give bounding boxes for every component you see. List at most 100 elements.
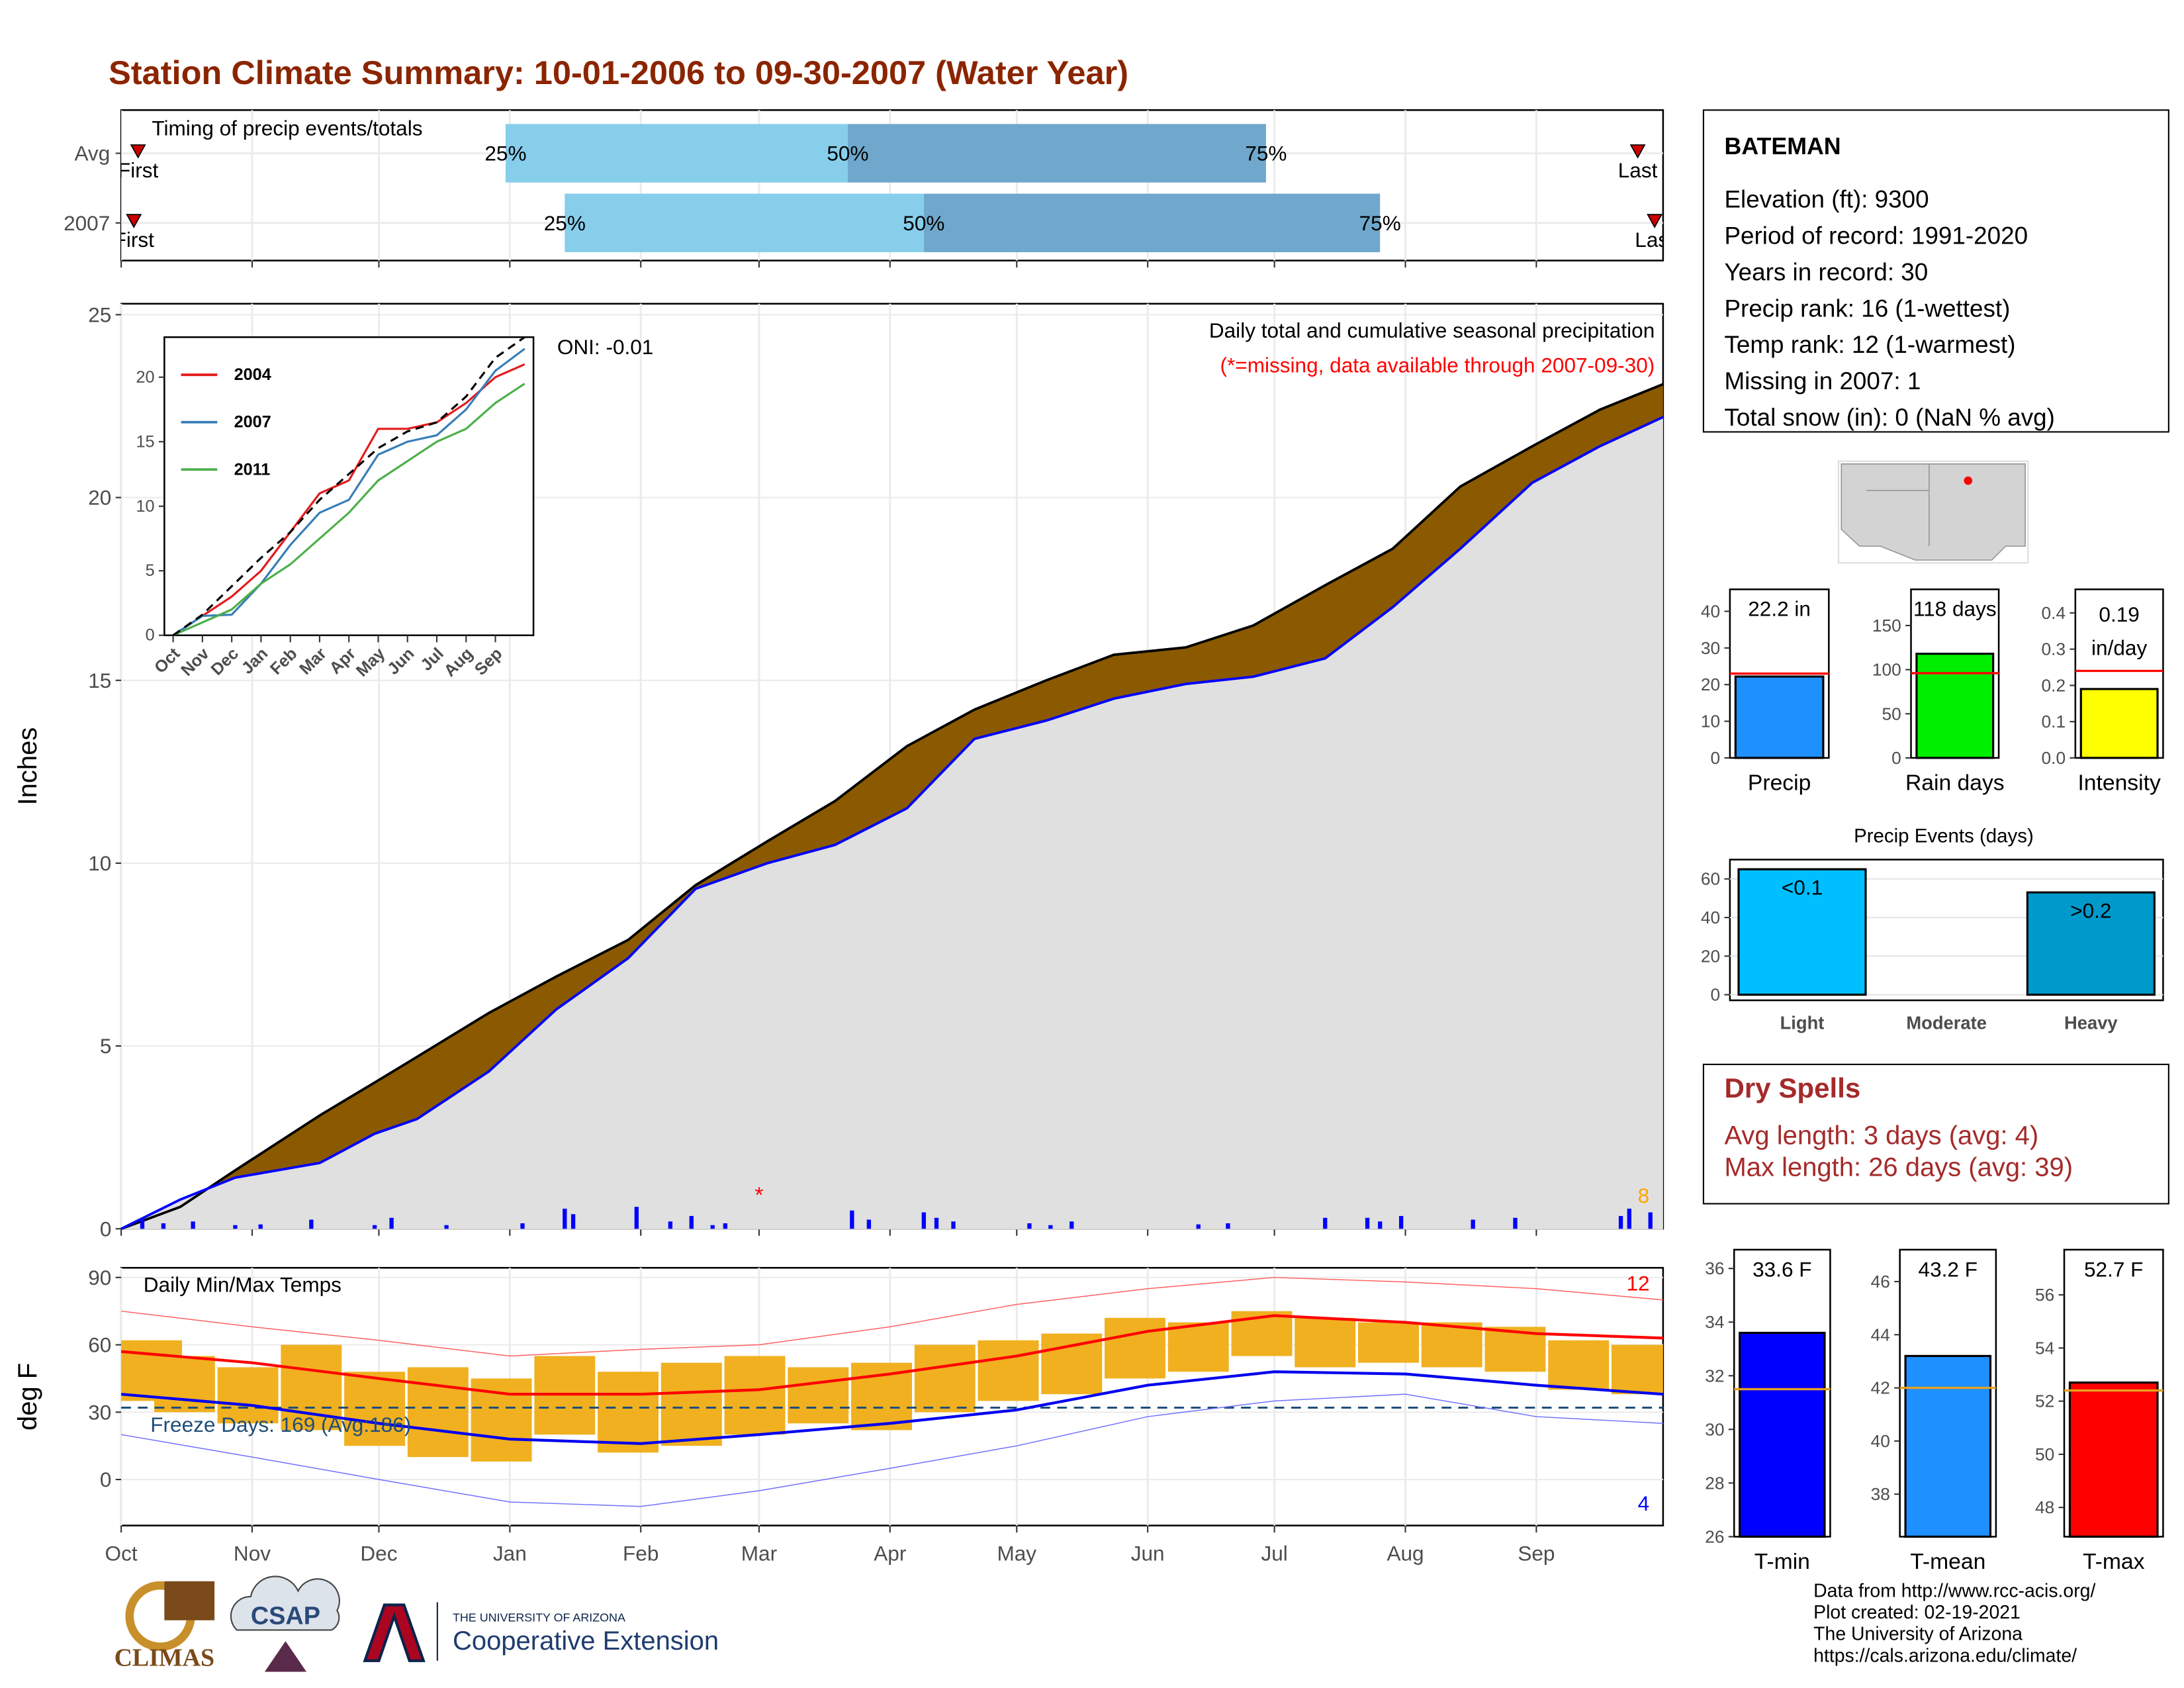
climas-logo-text: CLIMAS [114, 1644, 215, 1672]
bar [1915, 653, 1995, 759]
map-states [1841, 463, 2026, 561]
y-tick-label: 38 [1871, 1484, 1890, 1504]
daily-precip-bar [520, 1223, 525, 1229]
y-tick-label: 0 [1891, 748, 1901, 768]
y-tick-label: 52 [2035, 1391, 2054, 1411]
quantile-label: 75% [1359, 211, 1401, 235]
temp-range-bar [1421, 1322, 1482, 1368]
daily-precip-bar [1365, 1217, 1370, 1229]
x-tick-label: Sep [1518, 1542, 1555, 1566]
temp-line [120, 1314, 1663, 1396]
daily-precip-bar [1323, 1217, 1328, 1229]
y-tick-label: 0.1 [2042, 712, 2066, 731]
x-tick-label: Apr [874, 1542, 906, 1566]
temp-line [120, 1393, 1663, 1507]
daily-precip-bar [668, 1221, 673, 1229]
temp-range-bar [1548, 1340, 1610, 1390]
bar [1737, 868, 1867, 996]
daily-precip-bar [389, 1217, 394, 1229]
event-label: First [118, 158, 159, 182]
temp-range-bar [660, 1362, 722, 1446]
daily-precip-bar [1027, 1223, 1032, 1229]
csap-logo-text: CSAP [251, 1602, 320, 1630]
event-marker [1647, 214, 1663, 228]
value-label: 118 days [1913, 597, 1997, 621]
y-tick-label: 56 [2035, 1285, 2054, 1305]
y-tick-label: 20 [1701, 946, 1720, 966]
y-tick-label: 30 [1705, 1419, 1724, 1439]
temp-range-bar [407, 1367, 469, 1458]
event-marker [130, 144, 146, 159]
quantile-bar [847, 124, 1266, 183]
y-tick-label: 32 [1705, 1366, 1724, 1385]
y-tick-label: 10 [136, 497, 155, 516]
y-tick-label: 20 [1701, 675, 1720, 694]
y-tick-label: 10 [88, 851, 111, 875]
x-tick-label: Jan [493, 1542, 527, 1566]
x-tick-label: Rain days [1905, 771, 2005, 795]
legend-label: 2011 [234, 460, 271, 479]
series-line [172, 383, 525, 637]
value-label: 33.6 F [1752, 1257, 1811, 1281]
y-tick-label: 100 [1872, 660, 1901, 680]
y-tick-label: 50 [1882, 704, 1901, 724]
y-tick-label: 40 [1701, 908, 1720, 927]
y-tick-label: 15 [88, 669, 111, 692]
temp-range-bar [1295, 1317, 1356, 1368]
count-label: 8 [1638, 1184, 1650, 1207]
y-tick-label: 50 [2035, 1444, 2054, 1464]
dry-spell-line: Avg length: 3 days (avg: 4) [1724, 1121, 2038, 1150]
daily-precip-bar [689, 1215, 694, 1229]
cumulative-line [120, 383, 1664, 1231]
y-tick-label: 0.3 [2042, 639, 2066, 659]
temp-range-bar [1358, 1322, 1419, 1363]
y-tick-label: Avg [74, 142, 110, 165]
station-info-line: Elevation (ft): 9300 [1724, 185, 1929, 212]
temp-range-bar [1612, 1344, 1663, 1395]
y-tick-label: 0.2 [2042, 675, 2066, 695]
y-tick-label: 20 [136, 368, 155, 387]
event-label: Last [1618, 158, 1658, 182]
info-box [1702, 109, 2169, 433]
daily-precip-bar [1069, 1221, 1074, 1229]
temp-range-bar [1041, 1333, 1103, 1395]
footer-line: https://cals.arizona.edu/climate/ [1813, 1645, 2077, 1666]
ua-name: THE UNIVERSITY OF ARIZONA [453, 1611, 625, 1624]
daily-precip-bar [1627, 1208, 1631, 1229]
daily-precip-bar [850, 1210, 854, 1229]
quantile-label: 75% [1245, 142, 1287, 165]
bar-label: >0.2 [2070, 899, 2111, 923]
freeze-label: Freeze Days: 169 (Avg:186) [150, 1413, 411, 1436]
x-tick-label: Jun [1131, 1542, 1165, 1566]
temp-range-bar [978, 1340, 1039, 1401]
daily-precip-bar [140, 1217, 145, 1229]
x-tick-label: Aug [1387, 1542, 1424, 1566]
bar [2026, 891, 2156, 996]
y-tick-label: 0 [100, 1468, 112, 1491]
csap-cloud [230, 1575, 340, 1631]
x-tick-label: Mar [741, 1542, 777, 1566]
daily-precip-bar [191, 1221, 195, 1229]
temp-range-bar [154, 1356, 215, 1413]
timing-plot: 25% 50% 75% First Last 25% 50% 75% First Last Timi… [118, 110, 1674, 261]
cumulative-area [121, 417, 1663, 1229]
dry-spells-box [1702, 1063, 2169, 1205]
y-tick-label: 40 [1701, 601, 1720, 621]
event-label: Last [1635, 228, 1674, 252]
temp-range-bar [1167, 1322, 1229, 1372]
value-label: 0.19 in/day [2091, 602, 2147, 660]
daily-precip-bar [723, 1223, 728, 1229]
y-axis-label: Inches [13, 727, 42, 806]
y-tick-label: 40 [1871, 1431, 1890, 1451]
y-tick-label: 2007 [64, 211, 110, 235]
daily-precip-bar [934, 1217, 939, 1229]
station-info-line: Period of record: 1991-2020 [1724, 222, 2028, 249]
dry-spell-line: Max length: 26 days (avg: 39) [1724, 1153, 2073, 1182]
value-label: 43.2 F [1919, 1257, 1978, 1281]
daily-precip-bar [1196, 1224, 1201, 1229]
legend-label: 2007 [234, 413, 271, 432]
temp-line [121, 1277, 1663, 1357]
temp-range-bar [914, 1344, 976, 1413]
daily-precip-bar [309, 1219, 314, 1229]
temp-range-bar [1105, 1317, 1165, 1379]
